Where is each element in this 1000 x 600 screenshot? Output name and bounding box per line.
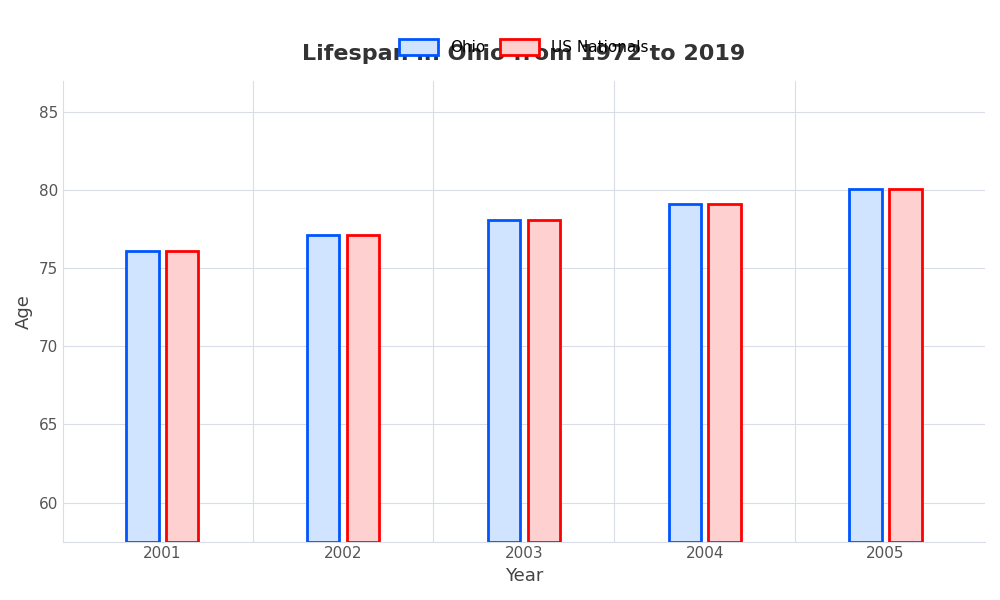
- Bar: [889, 188, 922, 542]
- Bar: [708, 204, 741, 542]
- Bar: [347, 235, 379, 542]
- Title: Lifespan in Ohio from 1972 to 2019: Lifespan in Ohio from 1972 to 2019: [302, 44, 746, 64]
- Bar: [528, 220, 560, 542]
- Bar: [166, 251, 198, 542]
- Legend: Ohio, US Nationals: Ohio, US Nationals: [393, 33, 654, 61]
- Bar: [126, 251, 159, 542]
- Y-axis label: Age: Age: [15, 294, 33, 329]
- Bar: [307, 235, 339, 542]
- X-axis label: Year: Year: [505, 567, 543, 585]
- Bar: [488, 220, 520, 542]
- Bar: [669, 204, 701, 542]
- Bar: [849, 188, 882, 542]
